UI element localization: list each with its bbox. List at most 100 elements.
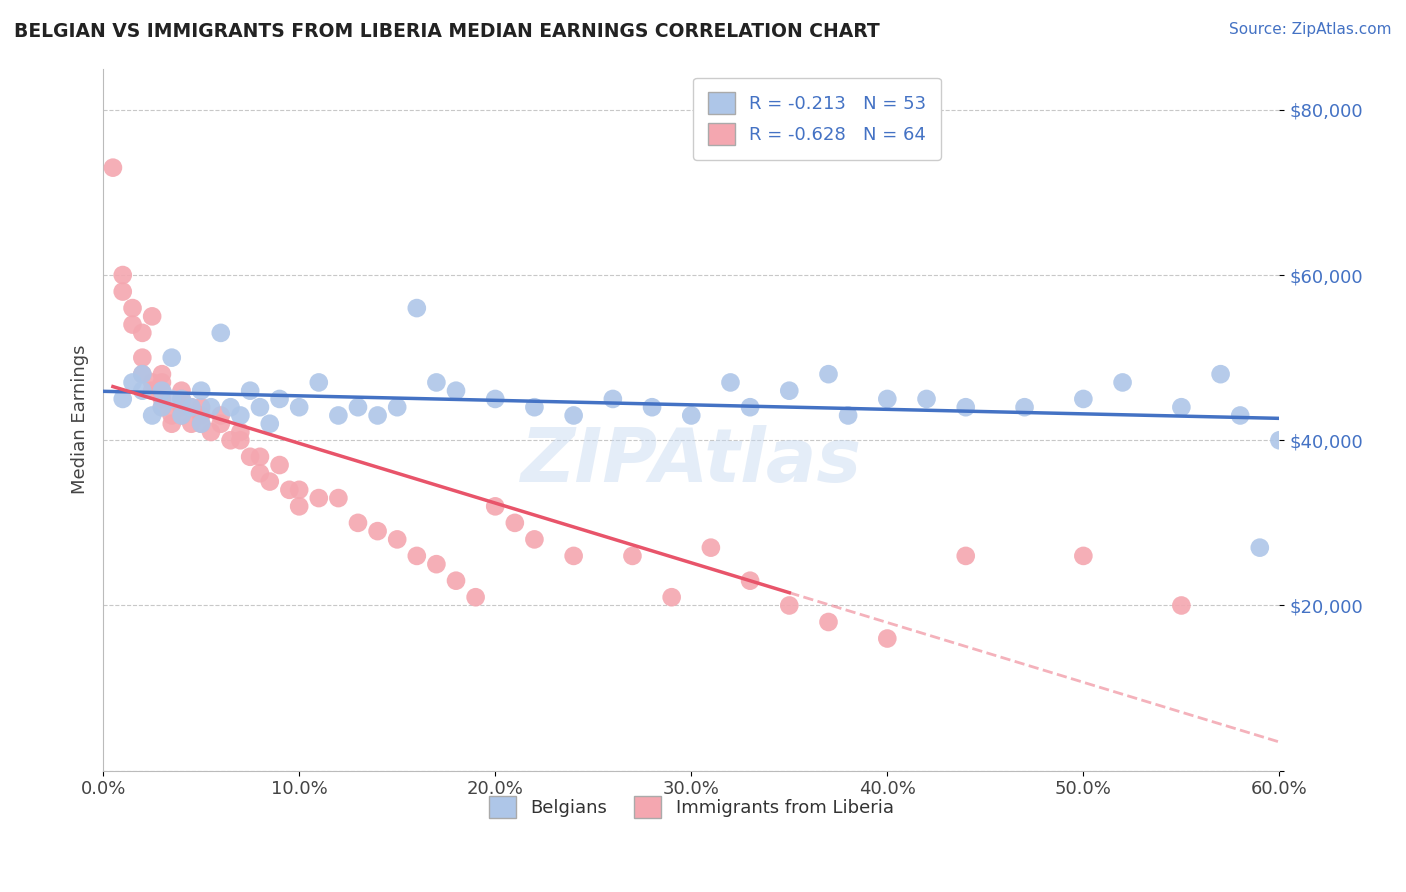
Point (1170, 599, 1192, 613)
Point (150, 401, 173, 415)
Point (121, 376, 143, 390)
Point (121, 318, 143, 332)
Point (387, 533, 409, 547)
Point (180, 401, 202, 415)
Point (170, 392, 193, 406)
Point (641, 401, 664, 415)
Point (170, 392, 193, 406)
Point (738, 401, 761, 415)
Point (269, 458, 291, 472)
Point (425, 557, 447, 571)
Point (817, 367, 839, 381)
Text: Source: ZipAtlas.com: Source: ZipAtlas.com (1229, 22, 1392, 37)
Point (170, 384, 193, 398)
Point (347, 516, 370, 530)
Point (170, 401, 193, 415)
Point (269, 392, 291, 406)
Legend: Belgians, Immigrants from Liberia: Belgians, Immigrants from Liberia (481, 789, 901, 825)
Point (141, 376, 163, 390)
Point (141, 409, 163, 423)
Point (308, 376, 330, 390)
Point (131, 367, 153, 381)
Point (150, 401, 173, 415)
Point (1229, 409, 1251, 423)
Point (249, 467, 271, 481)
Point (523, 533, 546, 547)
Point (219, 401, 242, 415)
Point (219, 434, 242, 448)
Point (484, 392, 506, 406)
Point (180, 417, 202, 431)
Point (523, 401, 546, 415)
Point (661, 591, 683, 605)
Point (955, 549, 977, 563)
Point (288, 483, 311, 497)
Point (1073, 392, 1095, 406)
Text: ZIPAtlas: ZIPAtlas (520, 425, 862, 499)
Point (464, 591, 486, 605)
Point (602, 392, 624, 406)
Point (817, 615, 839, 629)
Point (562, 549, 585, 563)
Point (876, 392, 898, 406)
Point (444, 574, 467, 588)
Point (150, 367, 173, 381)
Point (190, 417, 212, 431)
Point (160, 351, 183, 365)
Point (131, 351, 153, 365)
Point (1209, 367, 1232, 381)
Point (278, 483, 301, 497)
Point (160, 417, 183, 431)
Point (200, 401, 222, 415)
Point (111, 392, 134, 406)
Point (209, 409, 232, 423)
Point (621, 549, 644, 563)
Point (1268, 434, 1291, 448)
Point (141, 384, 163, 398)
Point (405, 301, 427, 315)
Point (738, 574, 761, 588)
Point (720, 376, 742, 390)
Point (1073, 549, 1095, 563)
Point (1249, 541, 1271, 555)
Point (308, 491, 330, 505)
Point (111, 285, 134, 299)
Point (347, 401, 370, 415)
Point (249, 401, 271, 415)
Point (328, 491, 350, 505)
Point (131, 326, 153, 340)
Point (484, 500, 506, 514)
Point (367, 409, 389, 423)
Point (681, 409, 703, 423)
Point (562, 409, 585, 423)
Point (229, 409, 252, 423)
Point (288, 500, 311, 514)
Point (131, 367, 153, 381)
Point (160, 392, 183, 406)
Point (444, 384, 467, 398)
Point (876, 632, 898, 646)
Point (425, 376, 447, 390)
Point (150, 384, 173, 398)
Point (259, 417, 281, 431)
Point (209, 326, 232, 340)
Point (837, 409, 859, 423)
Point (190, 409, 212, 423)
Text: BELGIAN VS IMMIGRANTS FROM LIBERIA MEDIAN EARNINGS CORRELATION CHART: BELGIAN VS IMMIGRANTS FROM LIBERIA MEDIA… (14, 22, 880, 41)
Point (328, 409, 350, 423)
Point (778, 599, 800, 613)
Point (190, 401, 212, 415)
Point (131, 384, 153, 398)
Y-axis label: Median Earnings: Median Earnings (72, 345, 89, 494)
Point (405, 549, 427, 563)
Point (150, 392, 173, 406)
Point (239, 450, 262, 464)
Point (1170, 401, 1192, 415)
Point (249, 450, 271, 464)
Point (150, 384, 173, 398)
Point (190, 417, 212, 431)
Point (259, 475, 281, 489)
Point (150, 376, 173, 390)
Point (160, 409, 183, 423)
Point (955, 401, 977, 415)
